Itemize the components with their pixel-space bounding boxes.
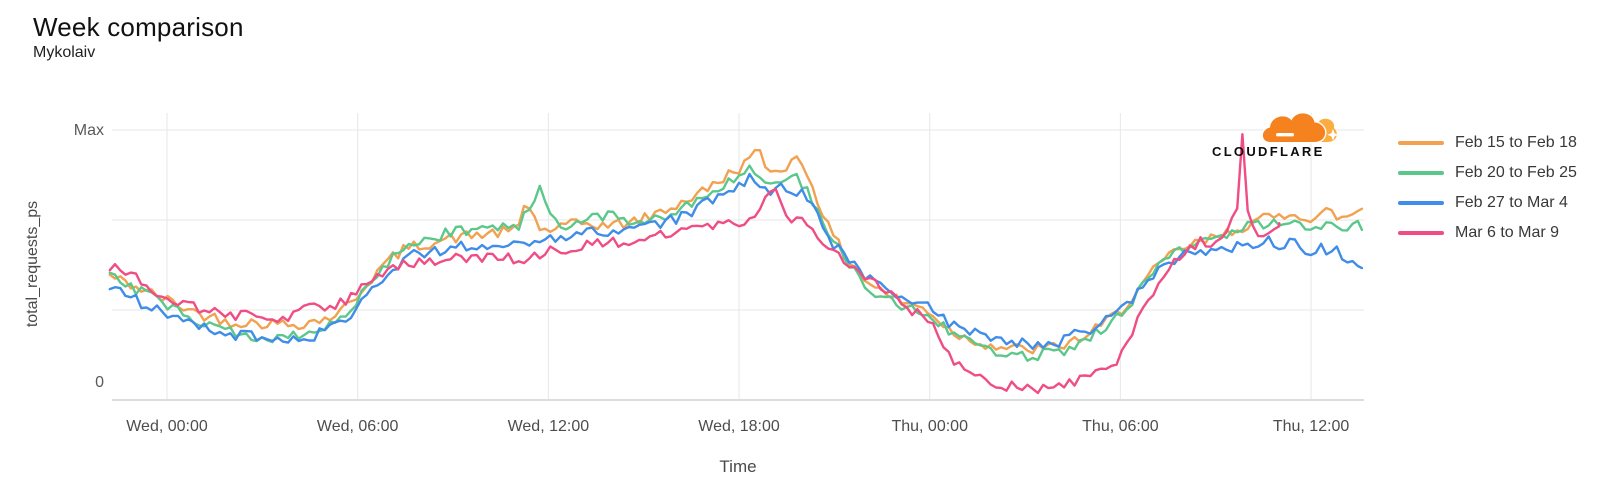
cloudflare-logo-icon <box>1261 112 1339 144</box>
x-tick-label: Wed, 18:00 <box>698 418 780 435</box>
x-tick-label: Thu, 00:00 <box>891 418 968 435</box>
legend-label: Feb 15 to Feb 18 <box>1455 134 1577 151</box>
legend-item-week3[interactable]: Feb 27 to Mar 4 <box>1398 188 1577 218</box>
flare-sparkle-icon <box>1327 129 1339 141</box>
series-line-4 <box>108 132 1281 395</box>
series-lines <box>108 132 1364 395</box>
legend-swatch <box>1398 141 1444 145</box>
legend-item-week1[interactable]: Feb 15 to Feb 18 <box>1398 128 1577 158</box>
legend-item-week2[interactable]: Feb 20 to Feb 25 <box>1398 158 1577 188</box>
legend-label: Feb 27 to Mar 4 <box>1455 194 1568 211</box>
x-axis-title: Time <box>719 457 757 476</box>
legend-item-week4[interactable]: Mar 6 to Mar 9 <box>1398 218 1577 248</box>
y-tick-zero: 0 <box>95 374 104 391</box>
legend-swatch <box>1398 231 1444 235</box>
plot-area[interactable] <box>112 113 1364 402</box>
x-tick-label: Wed, 06:00 <box>316 418 399 435</box>
x-tick-label: Wed, 00:00 <box>126 418 208 435</box>
x-tick-label: Thu, 06:00 <box>1082 418 1159 435</box>
legend-swatch <box>1398 201 1444 205</box>
series-line-1 <box>108 148 1364 355</box>
legend-label: Mar 6 to Mar 9 <box>1455 224 1560 241</box>
page-title: Week comparison <box>33 12 244 42</box>
page-subtitle: Mykolaiv <box>33 44 96 61</box>
legend-label: Feb 20 to Feb 25 <box>1455 164 1577 181</box>
x-tick-label: Thu, 12:00 <box>1272 418 1350 435</box>
series-line-3 <box>108 172 1364 350</box>
x-tick-label: Wed, 12:00 <box>507 418 590 435</box>
legend-swatch <box>1398 171 1444 175</box>
cloudflare-wordmark: CLOUDFLARE <box>1212 144 1325 159</box>
legend: Feb 15 to Feb 18 Feb 20 to Feb 25 Feb 27… <box>1398 128 1577 248</box>
y-tick-max: Max <box>73 122 104 139</box>
